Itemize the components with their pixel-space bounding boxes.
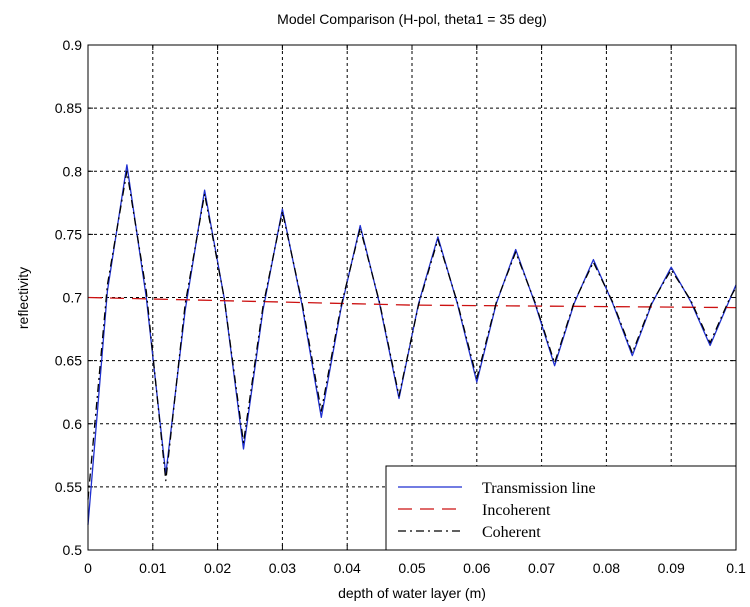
series-line-3 (87, 170, 737, 500)
y-tick-label: 0.85 (55, 100, 82, 116)
x-tick-label: 0.05 (398, 560, 425, 576)
x-tick-label: 0 (84, 560, 92, 576)
x-axis-label: depth of water layer (m) (338, 585, 486, 601)
axis-ticks: 0 0.01 0.02 0.03 0.04 0.05 0.06 0.07 0.08 0.09 0.1… (55, 37, 746, 576)
legend-label: Coherent (482, 524, 541, 541)
plot-series (87, 164, 737, 525)
grid (88, 45, 736, 550)
y-tick-label: 0.7 (63, 290, 83, 306)
legend-label: Incoherent (482, 502, 551, 519)
legend-box (385, 465, 737, 551)
y-tick-label: 0.55 (55, 479, 82, 495)
x-tick-label: 0.01 (139, 560, 166, 576)
y-tick-label: 0.65 (55, 353, 82, 369)
x-tick-label: 0.03 (269, 560, 296, 576)
x-tick-label: 0.06 (463, 560, 490, 576)
y-tick-label: 0.5 (63, 542, 83, 558)
x-tick-label: 0.02 (204, 560, 231, 576)
x-tick-label: 0.08 (593, 560, 620, 576)
legend: Transmission line Incoherent Coherent (385, 465, 737, 551)
y-tick-label: 0.9 (63, 37, 83, 53)
y-tick-label: 0.8 (63, 163, 83, 179)
y-tick-label: 0.75 (55, 226, 82, 242)
y-axis-label: reflectivity (15, 267, 31, 329)
legend-label: Transmission line (482, 480, 596, 497)
x-tick-label: 0.04 (334, 560, 361, 576)
x-tick-label: 0.1 (726, 560, 746, 576)
chart-title: Model Comparison (H-pol, theta1 = 35 deg… (277, 11, 547, 27)
y-tick-label: 0.6 (63, 416, 83, 432)
x-tick-label: 0.09 (658, 560, 685, 576)
x-tick-label: 0.07 (528, 560, 555, 576)
series-line-2 (87, 296, 737, 309)
